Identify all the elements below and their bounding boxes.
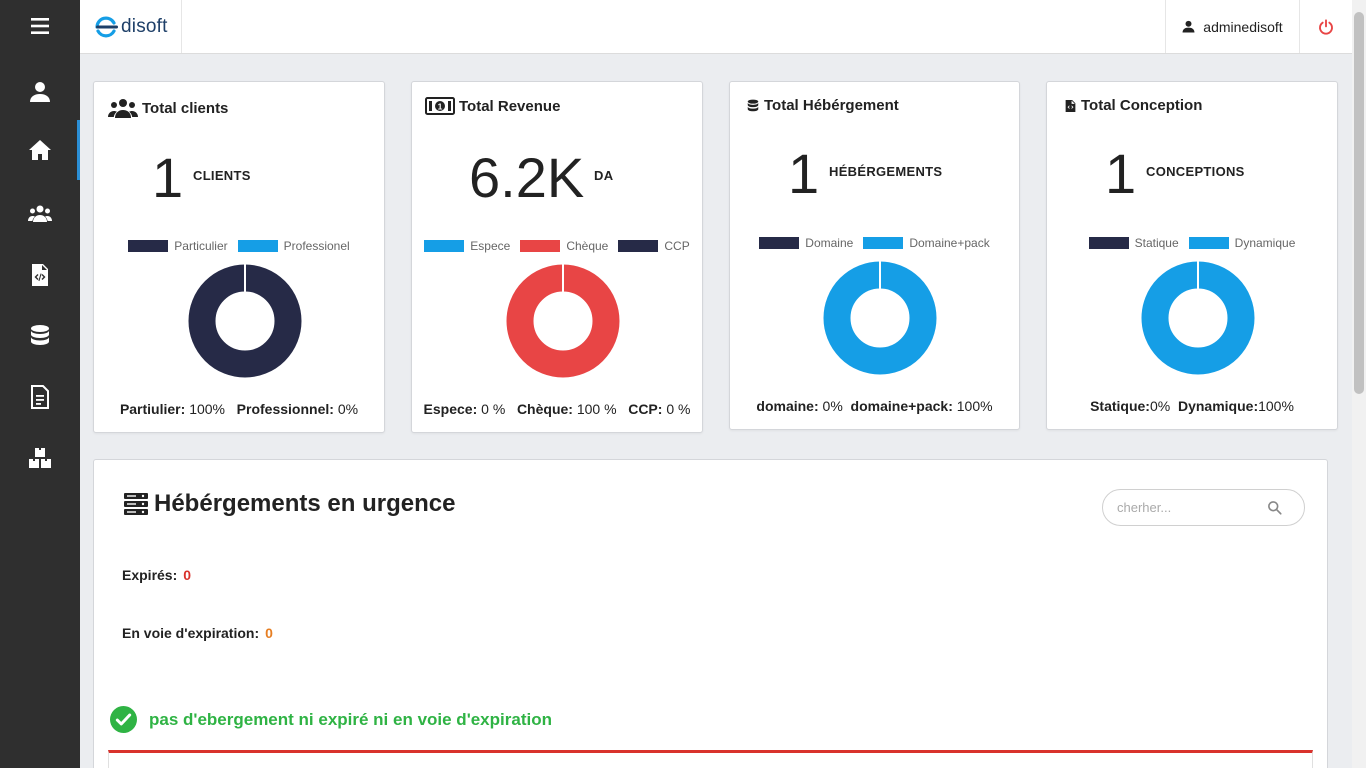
expiring-count: 0 (265, 625, 273, 641)
search-input[interactable] (1117, 500, 1267, 515)
svg-text:1: 1 (438, 101, 443, 111)
money-bill-icon: 1 (425, 97, 455, 115)
page-scrollbar[interactable] (1352, 0, 1366, 768)
chart-legend: Domaine Domaine+pack (730, 236, 1019, 250)
card-total-clients: Total clients 1 CLIENTS Particulier Prof… (93, 81, 385, 433)
revenue-donut-chart[interactable] (506, 264, 620, 378)
urgence-title: Hébérgements en urgence (124, 490, 455, 518)
power-icon (1319, 18, 1333, 35)
legend-item[interactable]: Domaine+pack (863, 236, 990, 250)
legend-item[interactable]: Particulier (128, 239, 228, 253)
chart-legend: Espece Chèque CCP (412, 239, 702, 253)
user-name: adminedisoft (1203, 18, 1283, 35)
sidebar-item-packs[interactable] (0, 428, 80, 488)
user-menu[interactable]: adminedisoft (1165, 0, 1299, 53)
chart-legend: Particulier Professionel (94, 239, 384, 253)
legend-item[interactable]: Dynamique (1188, 236, 1295, 250)
conception-donut-chart[interactable] (1141, 261, 1255, 375)
sidebar-item-clients[interactable] (0, 184, 80, 244)
legend-item[interactable]: Professionel (237, 239, 350, 253)
topbar: disoft adminedisoft (80, 0, 1352, 54)
legend-swatch (863, 237, 904, 249)
conception-count: 1 (1105, 142, 1137, 205)
urgence-panel: Hébérgements en urgence Expirés:0 En voi… (93, 459, 1328, 768)
expired-row: Expirés: 0 (122, 567, 192, 583)
legend-item[interactable]: Domaine (759, 236, 853, 250)
logo-text: disoft (121, 15, 168, 37)
logo-e-icon (95, 16, 118, 37)
sidebar-item-conception[interactable] (0, 245, 80, 305)
legend-item[interactable]: Espece (424, 239, 510, 253)
card-title: Total Conception (1064, 97, 1202, 114)
card-total-hebergement: Total Hébérgement 1 HÉBÉRGEMENTS Domaine… (729, 81, 1020, 430)
app-logo[interactable]: disoft (80, 0, 182, 53)
clients-unit: CLIENTS (193, 168, 251, 183)
boxes-icon (29, 448, 51, 468)
sidebar-item-documents[interactable] (0, 367, 80, 427)
sidebar-item-hebergement[interactable] (0, 306, 80, 366)
legend-swatch (128, 240, 169, 252)
conception-stats: Statique:0% Dynamique:100% (1090, 398, 1294, 414)
document-icon (31, 385, 49, 409)
legend-item[interactable]: Chèque (520, 239, 608, 253)
legend-swatch (424, 240, 465, 252)
server-icon (124, 493, 148, 515)
legend-swatch (237, 240, 278, 252)
sidebar (0, 0, 80, 768)
card-title: Total clients (108, 97, 228, 119)
clients-count: 1 (152, 146, 184, 209)
conception-unit: CONCEPTIONS (1146, 164, 1245, 179)
users-icon (28, 205, 52, 222)
home-icon (29, 140, 51, 160)
legend-item[interactable]: CCP (618, 239, 690, 253)
legend-swatch (1188, 237, 1229, 249)
database-icon (31, 325, 49, 345)
check-circle-icon (110, 706, 137, 733)
chart-legend: Statique Dynamique (1047, 236, 1337, 250)
database-icon (747, 99, 759, 111)
hamburger-menu-icon[interactable] (0, 0, 80, 56)
revenue-unit: DA (594, 168, 614, 183)
user-icon (1182, 20, 1195, 33)
revenue-stats: Espece: 0 % Chèque: 100 % CCP: 0 % (423, 401, 691, 417)
card-total-revenue: 1 Total Revenue 6.2K DA Espece Chèque CC… (411, 81, 703, 433)
search-box[interactable] (1102, 489, 1305, 526)
logout-button[interactable] (1299, 0, 1352, 53)
sidebar-item-home[interactable] (0, 120, 80, 180)
expiring-row: En voie d'expiration: 0 (122, 625, 273, 641)
file-code-icon (32, 264, 48, 286)
status-ok-message: pas d'ebergement ni expiré ni en voie d'… (110, 706, 552, 733)
card-total-conception: Total Conception 1 CONCEPTIONS Statique … (1046, 81, 1338, 430)
search-icon[interactable] (1267, 500, 1282, 515)
file-code-icon (1065, 99, 1076, 112)
scrollbar-thumb[interactable] (1354, 12, 1364, 394)
legend-swatch (618, 240, 659, 252)
sidebar-item-profile[interactable] (0, 62, 80, 122)
user-icon (30, 82, 50, 102)
revenue-amount: 6.2K (469, 146, 585, 209)
clients-donut-chart[interactable] (188, 264, 302, 378)
legend-swatch (520, 240, 561, 252)
hebergement-stats: domaine: 0% domaine+pack: 100% (756, 398, 993, 414)
hebergement-count: 1 (788, 142, 820, 205)
hebergement-unit: HÉBÉRGEMENTS (829, 164, 943, 179)
users-icon (108, 99, 138, 118)
legend-swatch (1088, 237, 1129, 249)
card-title: Total Hébérgement (746, 97, 899, 114)
legend-swatch (759, 237, 800, 249)
expired-count: 0 (183, 567, 192, 583)
legend-item[interactable]: Statique (1088, 236, 1179, 250)
card-title: 1 Total Revenue (425, 97, 560, 115)
hebergement-donut-chart[interactable] (823, 261, 937, 375)
clients-stats: Partiulier: 100% Professionnel: 0% (119, 401, 359, 417)
alert-table-container (108, 750, 1313, 768)
